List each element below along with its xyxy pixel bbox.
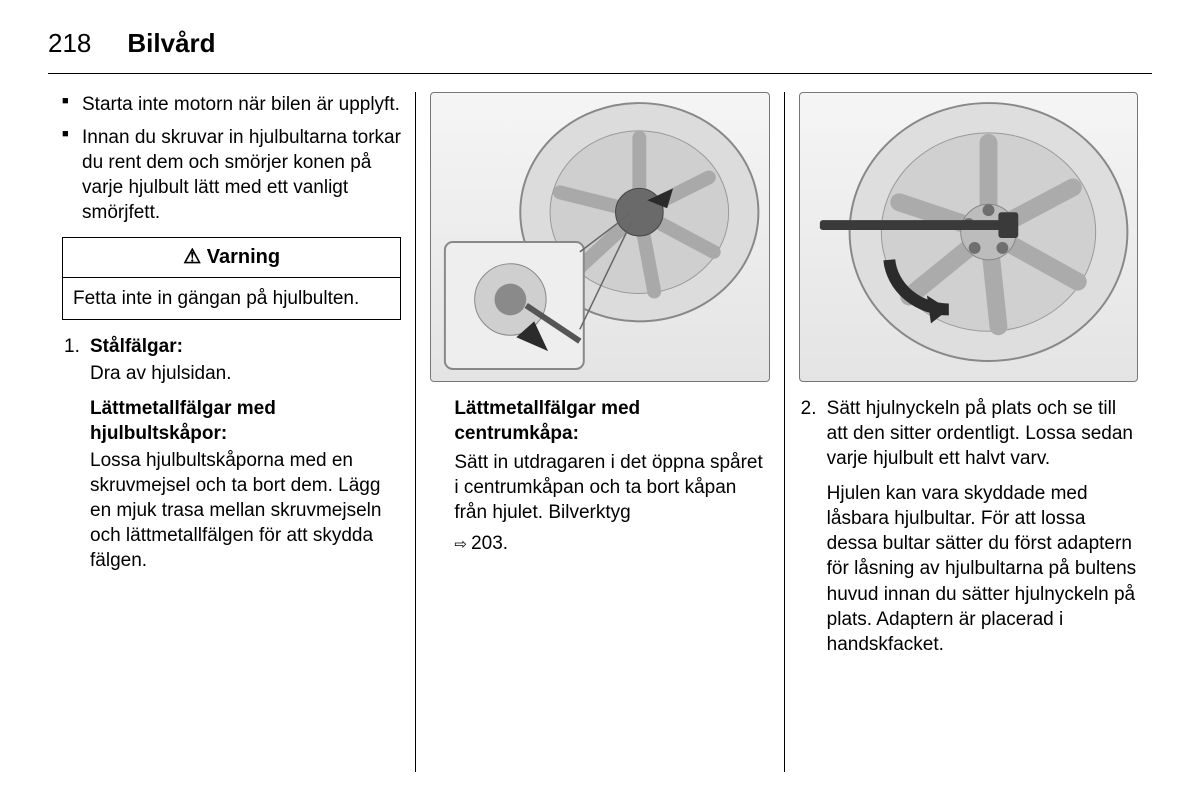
- alloy-rims-body: Lossa hjulbultskåporna med en skruvmejse…: [90, 450, 381, 571]
- column-2: Lättmetallfälgar med centrumkåpa: Sätt i…: [415, 92, 783, 772]
- step-1: Stålfälgar: Dra av hjulsidan. Lättmetall…: [62, 334, 401, 574]
- alloy-rims-heading: Lättmetallfälgar med hjulbultskåpor:: [90, 396, 401, 446]
- bullet-item: Innan du skruvar in hjulbultarna torkar …: [62, 125, 401, 225]
- column-3: Sätt hjulnyckeln på plats och se till at…: [784, 92, 1152, 772]
- steel-rims-body: Dra av hjulsidan.: [90, 363, 232, 384]
- cross-reference: 203.: [454, 531, 769, 556]
- figure-wrench: [799, 92, 1138, 382]
- figure-cap-removal: [430, 92, 769, 382]
- warning-title: ⚠ Varning: [63, 238, 400, 277]
- steel-rims-block: Stålfälgar: Dra av hjulsidan.: [90, 334, 401, 386]
- step-2-text-a: Sätt hjulnyckeln på plats och se till at…: [827, 396, 1138, 471]
- warning-title-text: Varning: [207, 246, 280, 268]
- page-number: 218: [48, 28, 91, 59]
- figure-caption-body: Sätt in utdragaren i det öppna spåret i …: [454, 450, 769, 525]
- section-title: Bilvård: [127, 28, 215, 59]
- steel-rims-heading: Stålfälgar:: [90, 334, 401, 359]
- step-2-text-b: Hjulen kan vara skyddade med låsbara hju…: [827, 481, 1138, 657]
- warning-body: Fetta inte in gängan på hjulbulten.: [63, 278, 400, 319]
- column-1: Starta inte motorn när bilen är upplyft.…: [48, 92, 415, 772]
- step-2: Sätt hjulnyckeln på plats och se till at…: [799, 396, 1138, 657]
- bullet-item: Starta inte motorn när bilen är upplyft.: [62, 92, 401, 117]
- alloy-rims-block: Lättmetallfälgar med hjulbultskåpor: Los…: [90, 396, 401, 574]
- bullet-list: Starta inte motorn när bilen är upplyft.…: [62, 92, 401, 225]
- warning-box: ⚠ Varning Fetta inte in gängan på hjulbu…: [62, 237, 401, 319]
- warning-icon: ⚠: [183, 246, 201, 268]
- numbered-list: Stålfälgar: Dra av hjulsidan. Lättmetall…: [62, 334, 401, 574]
- content-columns: Starta inte motorn när bilen är upplyft.…: [48, 92, 1152, 772]
- page-header: 218 Bilvård: [48, 28, 1152, 74]
- figure-caption-heading: Lättmetallfälgar med centrumkåpa:: [454, 396, 769, 446]
- numbered-list-continued: Sätt hjulnyckeln på plats och se till at…: [799, 396, 1138, 657]
